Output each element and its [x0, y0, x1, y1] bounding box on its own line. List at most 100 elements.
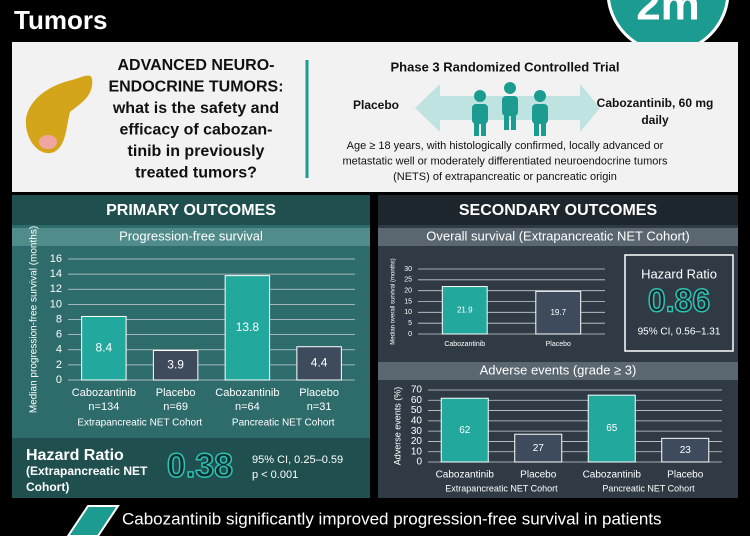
bar — [440, 397, 489, 463]
x-tick-label: Cabozantinib — [215, 387, 279, 399]
x-tick-label: Placebo — [546, 341, 571, 348]
pfs-band — [12, 228, 370, 246]
x-tick-label: Cabozantinib — [72, 387, 136, 399]
y-tick-label: 10 — [404, 309, 412, 316]
arm-left: Placebo — [353, 98, 399, 112]
bar — [224, 275, 271, 381]
hazard-ci: 95% CI, 0.25–0.59 — [252, 454, 343, 466]
y-axis-label: Median overall survival (months) — [391, 258, 397, 344]
arm-right-line: Cabozantinib, 60 mg — [597, 96, 714, 110]
y-axis-label: Adverse events (%) — [392, 387, 402, 466]
y-tick-label: 14 — [50, 268, 62, 280]
os-hazard-label: Hazard Ratio — [641, 266, 717, 281]
y-tick-label: 30 — [404, 266, 412, 273]
arm-right-line: daily — [641, 113, 669, 127]
y-tick-label: 4 — [56, 344, 62, 356]
question-line: ADVANCED NEURO- — [117, 57, 274, 74]
logo: 2m — [636, 0, 700, 30]
os-hazard-ci: 95% CI, 0.56–1.31 — [638, 327, 721, 338]
y-tick-label: 50 — [411, 405, 423, 416]
question: ADVANCED NEURO- ENDOCRINE TUMORS: what is … — [108, 57, 283, 182]
y-tick-label: 0 — [56, 374, 62, 386]
x-tick-note: n=31 — [307, 401, 332, 413]
x-tick-label: Cabozantinib — [583, 470, 642, 481]
group-label: Extrapancreatic NET Cohort — [445, 483, 558, 493]
primary-header — [12, 195, 370, 225]
question-line: ENDOCRINE TUMORS: — [108, 79, 283, 96]
conclusion: Cabozantinib significantly improved prog… — [122, 509, 662, 528]
hazard-label: Hazard Ratio(Extrapancreatic NET Cohort) — [26, 447, 148, 494]
hazard-value: 0.38 — [167, 447, 233, 485]
y-axis-label: Median progression-free survival (months… — [29, 226, 40, 413]
hazard-p: p < 0.001 — [252, 469, 298, 481]
ae-band — [378, 362, 738, 380]
y-tick-label: 60 — [411, 395, 423, 406]
arm-right: Cabozantinib, 60 mg daily — [597, 96, 714, 127]
x-tick-label: Cabozantinib — [444, 341, 485, 348]
x-tick-label: Placebo — [299, 387, 339, 399]
y-tick-label: 10 — [50, 298, 62, 310]
x-tick-label: Cabozantinib — [436, 470, 495, 481]
chart-title: Adverse events (grade ≥ 3) — [480, 362, 637, 377]
os-hazard-value: 0.86 — [648, 282, 710, 318]
value-label: 21.9 — [457, 305, 473, 314]
y-tick-label: 2 — [56, 359, 62, 371]
y-tick-label: 16 — [50, 253, 62, 265]
y-tick-label: 10 — [411, 446, 423, 457]
secondary-heading: SECONDARY OUTCOMES — [459, 202, 658, 219]
x-tick-label: Placebo — [667, 470, 704, 481]
value-label: 8.4 — [96, 340, 113, 354]
y-tick-label: 20 — [411, 436, 423, 447]
y-tick-label: 30 — [411, 426, 423, 437]
y-tick-label: 0 — [416, 457, 422, 468]
y-tick-label: 0 — [408, 331, 412, 338]
people-icon — [472, 82, 548, 136]
population-line: metastatic well or moderately differenti… — [342, 155, 668, 167]
group-label: Pancreatic NET Cohort — [602, 483, 695, 493]
value-label: 65 — [606, 423, 618, 434]
value-label: 4.4 — [311, 356, 328, 370]
bar — [514, 433, 563, 463]
y-tick-label: 40 — [411, 415, 423, 426]
chart-title: Overall survival (Extrapancreatic NET Co… — [426, 228, 689, 243]
population: Age ≥ 18 years, with histologically conf… — [342, 140, 668, 183]
bar — [587, 394, 636, 463]
os-band — [378, 228, 738, 246]
group-label: Extrapancreatic NET Cohort — [77, 418, 202, 429]
x-tick-note: n=134 — [88, 401, 119, 413]
bar — [296, 346, 342, 381]
value-label: 23 — [680, 445, 692, 456]
hazard-label-line: Hazard Ratio — [26, 447, 124, 464]
x-tick-label: Placebo — [156, 387, 196, 399]
trial-heading: Phase 3 Randomized Controlled Trial — [391, 59, 620, 74]
intro-panel — [12, 42, 738, 192]
population-line: (NETS) of extrapancreatic or pancreatic … — [393, 171, 617, 183]
chart-title: Progression-free survival — [119, 228, 263, 243]
y-tick-label: 20 — [404, 288, 412, 295]
group-label: Pancreatic NET Cohort — [232, 418, 335, 429]
population-line: Age ≥ 18 years, with histologically conf… — [347, 140, 664, 152]
y-tick-label: 12 — [50, 283, 62, 295]
question-line: efficacy of cabozan- — [120, 122, 273, 139]
hazard-label-line: Cohort) — [26, 480, 69, 494]
y-tick-label: 8 — [56, 313, 62, 325]
bar — [152, 350, 199, 381]
value-label: 13.8 — [236, 320, 260, 334]
y-tick-label: 25 — [404, 277, 412, 284]
y-tick-label: 70 — [411, 385, 423, 396]
pancreas-icon — [25, 75, 93, 154]
bar — [535, 290, 582, 335]
value-label: 19.7 — [550, 308, 566, 317]
primary-hazard-panel — [12, 438, 370, 498]
question-line: what is the safety and — [112, 100, 279, 117]
question-line: tinib in previously — [128, 143, 265, 160]
bar — [81, 315, 127, 381]
value-label: 3.9 — [167, 357, 184, 371]
hazard-label-line: (Extrapancreatic NET — [26, 464, 148, 478]
secondary-header — [378, 195, 738, 225]
title: Tumors — [14, 5, 107, 35]
x-tick-note: n=64 — [235, 401, 260, 413]
tumor-icon — [39, 135, 57, 149]
